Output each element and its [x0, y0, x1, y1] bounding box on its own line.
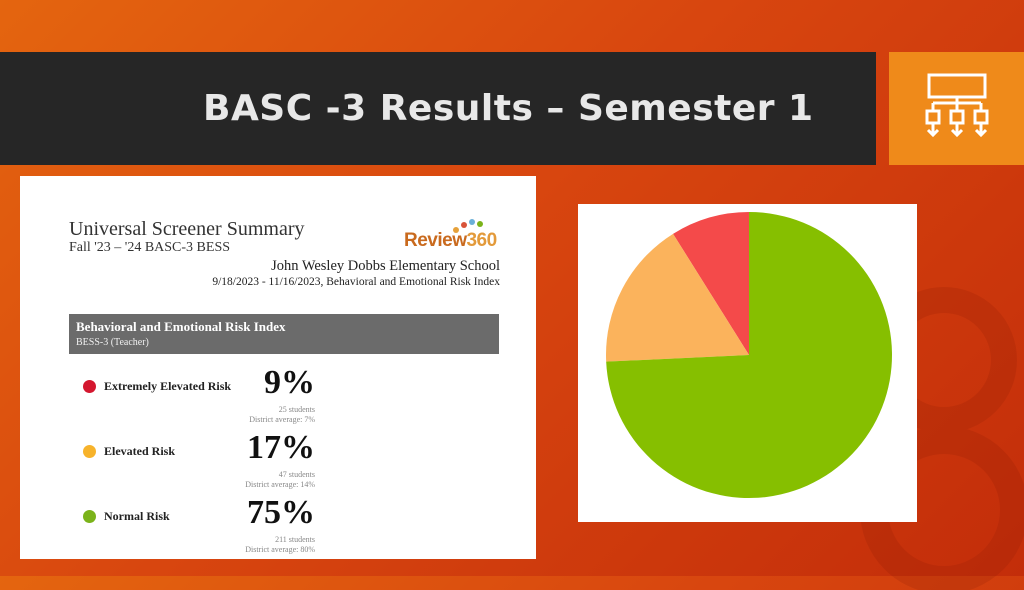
flowchart-icon — [925, 73, 988, 137]
title-bar: BASC -3 Results – Semester 1 — [0, 52, 876, 165]
red-dot-icon — [83, 380, 96, 393]
risk-percent: 17% — [247, 429, 315, 466]
risk-row-extremely-elevated: Extremely Elevated Risk 9% 25 students D… — [83, 364, 343, 434]
pie-slice-extremely-elevated-risk — [673, 212, 749, 355]
report-subtitle: Fall '23 – '24 BASC-3 BESS — [69, 240, 231, 255]
risk-district-average: District average: 80% — [245, 545, 315, 554]
review360-logo: Review360 — [404, 216, 504, 256]
slide-title: BASC -3 Results – Semester 1 — [203, 88, 814, 129]
pie-chart — [606, 212, 892, 498]
screener-summary-image: Universal Screener Summary Fall '23 – '2… — [20, 176, 536, 559]
risk-percent: 75% — [247, 494, 315, 531]
risk-students: 25 students — [278, 405, 315, 414]
risk-district-average: District average: 14% — [245, 480, 315, 489]
risk-label: Normal Risk — [104, 509, 170, 523]
date-range: 9/18/2023 - 11/16/2023, Behavioral and E… — [212, 276, 500, 288]
yellow-dot-icon — [83, 445, 96, 458]
risk-students: 211 students — [275, 535, 315, 544]
school-name: John Wesley Dobbs Elementary School — [271, 258, 500, 274]
pie-slice-elevated-risk — [606, 233, 749, 362]
pie-slice-normal-risk — [606, 212, 892, 498]
risk-percent: 9% — [264, 364, 315, 401]
risk-row-normal: Normal Risk 75% 211 students District av… — [83, 494, 343, 564]
risk-label: Extremely Elevated Risk — [104, 379, 232, 393]
risk-students: 47 students — [278, 470, 315, 479]
icon-box — [889, 52, 1024, 165]
risk-district-average: District average: 7% — [249, 415, 315, 424]
banner-subtitle: BESS-3 (Teacher) — [76, 337, 149, 348]
index-banner: Behavioral and Emotional Risk Index BESS… — [69, 314, 499, 354]
logo-number: 360 — [466, 230, 497, 251]
logo-text: Review — [404, 230, 467, 251]
banner-title: Behavioral and Emotional Risk Index — [76, 319, 286, 334]
green-dot-icon — [83, 510, 96, 523]
risk-row-elevated: Elevated Risk 17% 47 students District a… — [83, 429, 343, 499]
risk-label: Elevated Risk — [104, 444, 176, 458]
pie-chart-panel — [578, 204, 917, 522]
report-title: Universal Screener Summary — [69, 218, 305, 240]
